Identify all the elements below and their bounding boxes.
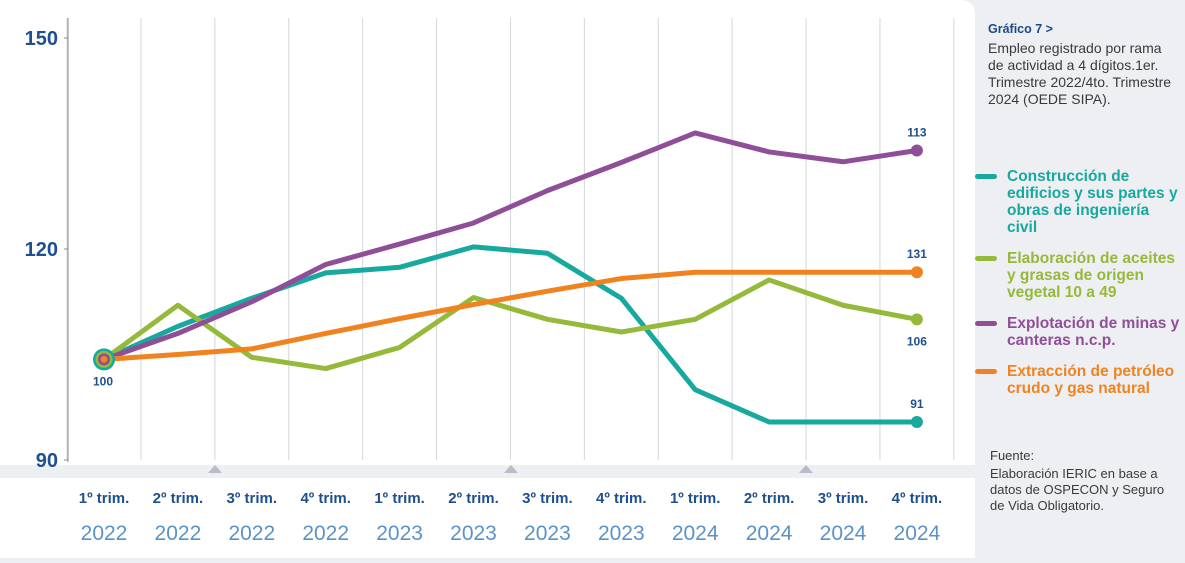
- x-year-label: 2024: [894, 522, 941, 545]
- chart-caption: Empleo registrado por rama de actividad …: [988, 40, 1172, 107]
- x-year-label: 2023: [376, 522, 423, 545]
- legend-item-aceites: Elaboración de aceites y grasas de orige…: [975, 250, 1183, 301]
- legend-item-petroleo: Extracción de petróleo crudo y gas natur…: [975, 363, 1183, 397]
- series-line: [101, 244, 920, 425]
- x-axis: 1º trim. 2022 2º trim. 2022 3º trim. 2022 4º t…: [79, 490, 942, 545]
- legend-swatch: [975, 321, 997, 326]
- source-text: Elaboración IERIC en base a datos de OSP…: [990, 466, 1165, 513]
- x-tick-label: 4º trim.: [596, 490, 647, 507]
- legend: Construcción de edificios y sus partes y…: [975, 168, 1183, 411]
- y-tick-label: 120: [25, 239, 58, 261]
- x-year-label: 2022: [302, 522, 349, 545]
- x-year-label: 2023: [450, 522, 497, 545]
- x-tick-label: 2º trim.: [744, 490, 795, 507]
- x-tick-label: 3º trim.: [227, 490, 278, 507]
- x-year-label: 2024: [746, 522, 793, 545]
- x-year-label: 2024: [820, 522, 867, 545]
- legend-item-construccion: Construcción de edificios y sus partes y…: [975, 168, 1183, 236]
- series-end-point: [910, 144, 923, 157]
- x-tick-label: 1º trim.: [79, 490, 130, 507]
- legend-label: Elaboración de aceites y grasas de orige…: [1007, 250, 1175, 301]
- legend-label: Extracción de petróleo crudo y gas natur…: [1007, 363, 1175, 397]
- x-tick-label: 1º trim.: [670, 490, 721, 507]
- series-line: [101, 269, 920, 362]
- legend-swatch: [975, 369, 997, 374]
- x-year-label: 2023: [598, 522, 645, 545]
- data-label: 100: [93, 374, 113, 388]
- x-tick-label: 4º trim.: [300, 490, 351, 507]
- start-point-center: [100, 355, 108, 363]
- y-tick-label: 150: [25, 28, 58, 50]
- data-label: 106: [907, 334, 927, 348]
- x-year-label: 2022: [228, 522, 275, 545]
- x-tick-label: 2º trim.: [153, 490, 204, 507]
- x-tick-label: 2º trim.: [448, 490, 499, 507]
- legend-item-minas: Explotación de minas y canteras n.c.p.: [975, 315, 1183, 349]
- legend-label: Construcción de edificios y sus partes y…: [1007, 168, 1178, 236]
- year-separator-marker: [208, 465, 222, 473]
- legend-label: Explotación de minas y canteras n.c.p.: [1007, 315, 1180, 349]
- legend-swatch: [975, 256, 997, 261]
- series-end-point: [910, 266, 923, 279]
- series-end-point: [910, 416, 923, 429]
- legend-swatch: [975, 174, 997, 179]
- data-label: 131: [907, 247, 927, 261]
- series-lines: [93, 130, 923, 429]
- x-year-label: 2022: [81, 522, 128, 545]
- source-label: Fuente:: [990, 448, 1035, 463]
- x-tick-label: 3º trim.: [522, 490, 573, 507]
- x-year-label: 2024: [672, 522, 719, 545]
- data-label: 113: [907, 126, 927, 140]
- data-label: 91: [910, 397, 924, 411]
- x-year-label: 2023: [524, 522, 571, 545]
- year-separator-marker: [799, 465, 813, 473]
- series-line: [101, 130, 920, 362]
- y-tick-label: 90: [36, 450, 58, 472]
- x-year-label: 2022: [155, 522, 202, 545]
- x-tick-label: 1º trim.: [374, 490, 425, 507]
- x-tick-label: 3º trim.: [818, 490, 869, 507]
- series-end-point: [910, 313, 923, 326]
- x-tick-label: 4º trim.: [892, 490, 943, 507]
- gridlines: [66, 18, 955, 473]
- year-separator-marker: [504, 465, 518, 473]
- chart-caption-title: Gráfico 7 >: [988, 22, 1053, 36]
- annotations: 100 113 131 106 91: [93, 126, 927, 411]
- y-axis: 150 120 90: [25, 18, 69, 472]
